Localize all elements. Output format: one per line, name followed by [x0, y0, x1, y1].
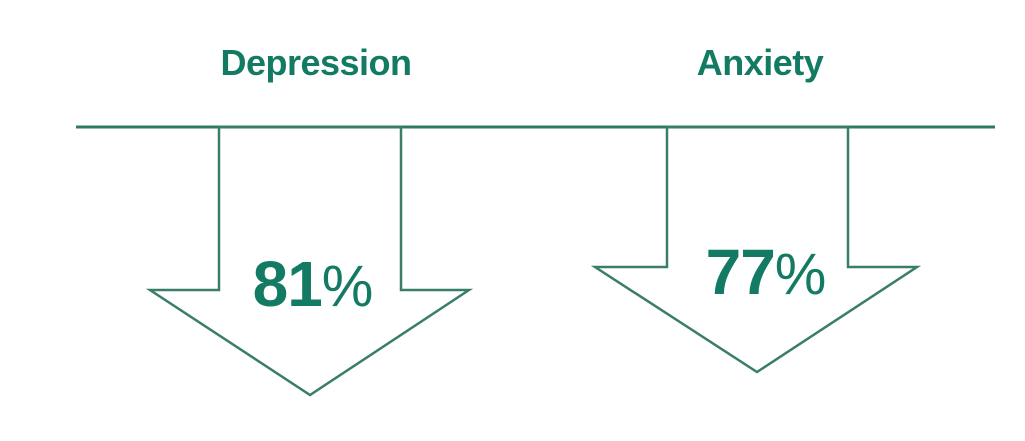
down-arrow-icon [145, 125, 474, 397]
percent-sign: % [774, 242, 827, 307]
category-label-depression: Depression [220, 42, 412, 83]
category-label-anxiety: Anxiety [696, 42, 824, 83]
depression-value: 81 [252, 248, 323, 320]
anxiety-percentage: 77% [706, 240, 827, 304]
depression-percentage: 81% [253, 252, 374, 316]
anxiety-value: 77 [705, 236, 776, 308]
down-arrow-icon [590, 125, 922, 374]
percent-sign: % [321, 254, 374, 319]
